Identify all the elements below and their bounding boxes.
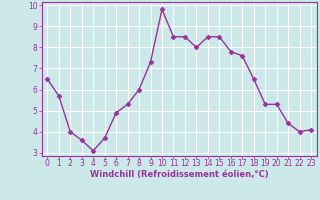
X-axis label: Windchill (Refroidissement éolien,°C): Windchill (Refroidissement éolien,°C) <box>90 170 268 179</box>
